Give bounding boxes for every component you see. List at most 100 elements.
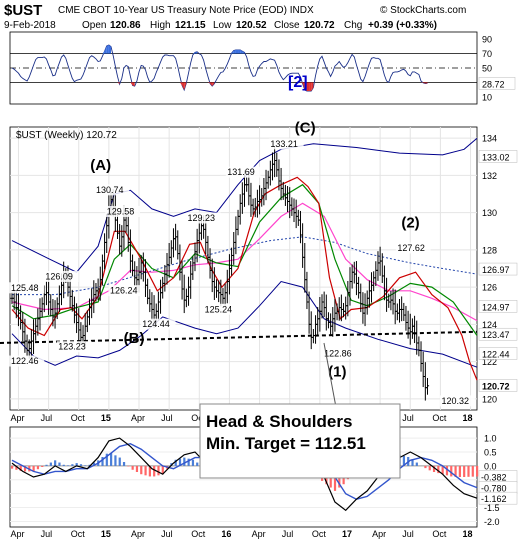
value-annotation: 130.74 — [94, 184, 130, 196]
rsi-oversold-fill — [210, 82, 213, 87]
macd-histogram-bar — [157, 465, 160, 476]
rsi-oversold-fill — [184, 82, 187, 91]
annotation-value: 129.23 — [187, 213, 215, 223]
annotation-bg — [322, 348, 358, 360]
rsi-overbought-fill — [235, 49, 239, 54]
right-value-box — [478, 347, 518, 360]
macd-histogram-bar — [118, 457, 121, 466]
rsi-oversold-fill — [207, 82, 211, 84]
annotation-bg — [185, 212, 221, 224]
value-annotation: 129.23 — [185, 212, 221, 224]
rsi-oversold-fill — [423, 82, 426, 84]
macd-x-tick: 17 — [342, 529, 352, 539]
macd-histogram-bar — [441, 465, 444, 475]
annotation-bg — [105, 205, 141, 217]
macd-histogram-bar — [131, 465, 134, 470]
macd-histogram-bar — [153, 465, 156, 477]
macd-x-tick: Jul — [402, 529, 414, 539]
annotation-value: 122.86 — [324, 349, 352, 359]
macd-last-value: -0.382 — [481, 473, 507, 483]
annotation-value: 125.24 — [205, 304, 233, 314]
macd-histogram-bar — [191, 459, 195, 466]
rsi-panel — [9, 31, 478, 105]
macd-y-tick: -2.0 — [484, 517, 500, 527]
value-annotation: 122.46 — [9, 355, 45, 367]
value-annotation: 126.09 — [43, 270, 79, 282]
macd-histogram-bar — [450, 465, 453, 477]
rsi-wave-label: [2] — [288, 74, 308, 91]
rsi-oversold-fill — [212, 82, 215, 87]
macd-histogram-bar — [432, 465, 436, 472]
rsi-overbought-fill — [102, 51, 105, 54]
macd-histogram-bar — [66, 465, 70, 466]
rsi-oversold-fill — [304, 82, 307, 92]
annotation-value: 131.69 — [227, 167, 255, 177]
macd-histogram-bar — [178, 458, 182, 466]
macd-histogram-bar — [101, 457, 104, 466]
value-annotation: 125.24 — [203, 303, 238, 315]
annotation-value: 122.46 — [11, 356, 39, 366]
moving-average-long-line — [11, 202, 478, 322]
right-value-box — [478, 300, 518, 313]
macd-histogram-bar — [428, 465, 431, 471]
macd-histogram-bar — [54, 460, 57, 466]
macd-x-tick: Apr — [10, 529, 24, 539]
rsi-oversold-fill — [130, 82, 133, 86]
rsi-oversold-fill — [306, 82, 310, 92]
macd-histogram-bar — [45, 464, 48, 466]
macd-histogram-bar — [454, 465, 457, 477]
macd-histogram-bar — [127, 465, 130, 467]
rsi-overbought-fill — [229, 53, 232, 54]
right-value-label: 123.47 — [482, 330, 510, 340]
right-value-label: 126.97 — [482, 265, 510, 275]
ticker-symbol: $UST — [4, 2, 43, 19]
price-y-tick: 134 — [482, 134, 497, 144]
value-annotation: 133.21 — [268, 138, 304, 150]
macd-histogram-bar — [49, 462, 52, 466]
rsi-y-tick: 90 — [482, 35, 492, 45]
moving-average-short-line — [11, 176, 478, 381]
rsi-oversold-fill — [117, 82, 120, 85]
rsi-value-box — [478, 77, 516, 90]
high-value: 121.15 — [175, 20, 206, 31]
annotation-value: 127.62 — [397, 243, 425, 253]
price-y-tick: 120 — [482, 394, 497, 404]
annotation-bg — [225, 166, 261, 178]
rsi-layer: 907050301028.72 — [10, 35, 516, 102]
value-annotation: 123.23 — [56, 341, 92, 353]
rsi-oversold-fill — [311, 82, 314, 92]
annotation-bg — [140, 318, 176, 330]
change-label: Chg — [344, 20, 363, 31]
rsi-overbought-fill — [240, 49, 243, 54]
macd-histogram-bar — [187, 458, 190, 466]
annotation-value: 120.32 — [441, 396, 469, 406]
value-annotation: 127.62 — [395, 242, 431, 254]
rsi-overbought-fill — [106, 44, 109, 54]
rsi-last-value: 28.72 — [482, 79, 505, 89]
right-value-label: 133.02 — [482, 152, 510, 162]
value-annotation: 122.86 — [322, 348, 358, 360]
change-value: +0.39 (+0.33%) — [368, 20, 437, 31]
rsi-oversold-fill — [425, 82, 428, 84]
price-y-tick: 128 — [482, 245, 497, 255]
macd-y-tick: 0.0 — [484, 461, 497, 471]
price-layer: 134 132 130 128 126 124 122 120 125.48 122.46 126.… — [0, 120, 518, 410]
value-annotation: 131.69 — [225, 166, 261, 178]
macd-x-tick: 18 — [463, 529, 473, 539]
right-value-box — [478, 327, 518, 341]
open-value: 120.86 — [110, 20, 141, 31]
macd-x-tick: 15 — [101, 529, 111, 539]
quote-date: 9-Feb-2018 — [4, 20, 56, 31]
price-y-tick: 124 — [482, 320, 497, 330]
macd-histogram-bar — [105, 453, 108, 466]
rsi-y-tick: 50 — [482, 64, 492, 74]
macd-histogram-bar — [437, 465, 440, 474]
macd-histogram-bar — [463, 465, 466, 477]
annotation-value: 124.44 — [142, 319, 170, 329]
rsi-oversold-fill — [421, 82, 424, 83]
right-value-label: 124.97 — [482, 302, 510, 312]
rsi-oversold-fill — [132, 82, 135, 87]
close-label: Close — [274, 20, 300, 31]
price-x-tick: Oct — [71, 413, 86, 423]
macd-x-tick: Jul — [41, 529, 53, 539]
